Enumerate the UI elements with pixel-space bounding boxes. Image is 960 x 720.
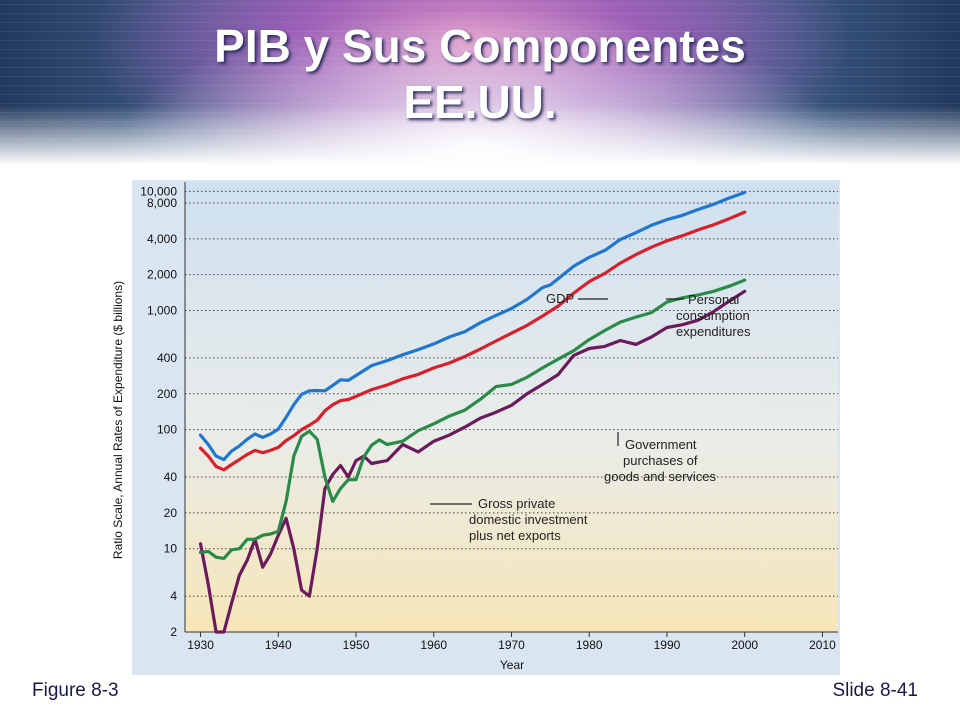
y-tick-labels: 2 4 10 20 40 100 200 400 1,000 2,000 4,000 8,00010,… — [140, 184, 177, 639]
annotation-investment: Gross private domestic investment plus n… — [430, 496, 588, 543]
annotation-government: Government purchases of goods and servic… — [604, 432, 717, 484]
x-axis-label: Year — [500, 658, 524, 672]
slide-number: Slide 8-41 — [832, 680, 918, 701]
x-tick-label: 2010 — [809, 638, 836, 652]
consumption-label-line3: expenditures — [676, 324, 751, 339]
government-label-line3: goods and services — [604, 469, 717, 484]
government-label-line1: Government — [625, 437, 697, 452]
annotation-consumption: Personal consumption expenditures — [666, 292, 751, 339]
y-tick-label: 10 — [164, 542, 178, 556]
y-tick-label: 4 — [170, 589, 177, 603]
y-tick-label: 40 — [164, 470, 178, 484]
x-tick-label: 2000 — [731, 638, 758, 652]
y-tick-label: 2 — [170, 625, 177, 639]
gdp-label: GDP — [546, 291, 574, 306]
consumption-label-line2: consumption — [676, 308, 750, 323]
y-tick-label: 1,000 — [147, 304, 177, 318]
investment-label-line3: plus net exports — [469, 528, 561, 543]
consumption-label-line1: Personal — [688, 292, 739, 307]
annotation-gdp: GDP — [546, 291, 608, 306]
slide-title-line1: PIB y Sus Componentes — [214, 20, 746, 72]
banner-fade — [0, 105, 960, 165]
x-tick-label: 1980 — [576, 638, 603, 652]
x-tick-label: 1940 — [265, 638, 292, 652]
y-tick-label: 20 — [164, 506, 178, 520]
slide-title: PIB y Sus Componentes EE.UU. — [0, 18, 960, 130]
y-tick-label: 8,000 — [147, 196, 177, 210]
y-tick-label: 400 — [157, 351, 177, 365]
y-tick-label: 2,000 — [147, 268, 177, 282]
y-tick-label: 4,000 — [147, 232, 177, 246]
series-line-consumption — [198, 210, 747, 472]
government-label-line2: purchases of — [623, 453, 698, 468]
series-line-investment — [198, 289, 747, 634]
y-tick-label: 200 — [157, 387, 177, 401]
y-tick-label: 100 — [157, 423, 177, 437]
investment-label-line1: Gross private — [478, 496, 555, 511]
y-axis-label: Ratio Scale, Annual Rates of Expenditure… — [111, 281, 125, 559]
investment-label-line2: domestic investment — [469, 512, 588, 527]
series-line-gdp — [198, 190, 747, 462]
x-tick-labels: 1930 1940 1950 1960 1970 1980 1990 2000 2010 — [187, 632, 836, 652]
title-banner — [0, 0, 960, 165]
x-tick-label: 1970 — [498, 638, 525, 652]
figure-label: Figure 8-3 — [32, 680, 119, 701]
series-lines — [198, 190, 747, 634]
series-line-government — [198, 278, 747, 560]
x-tick-label: 1930 — [187, 638, 214, 652]
y-tick-label: 10,000 — [140, 184, 177, 198]
x-tick-label: 1950 — [343, 638, 370, 652]
x-tick-label: 1960 — [420, 638, 447, 652]
x-tick-label: 1990 — [654, 638, 681, 652]
slide-title-line2: EE.UU. — [403, 76, 557, 128]
